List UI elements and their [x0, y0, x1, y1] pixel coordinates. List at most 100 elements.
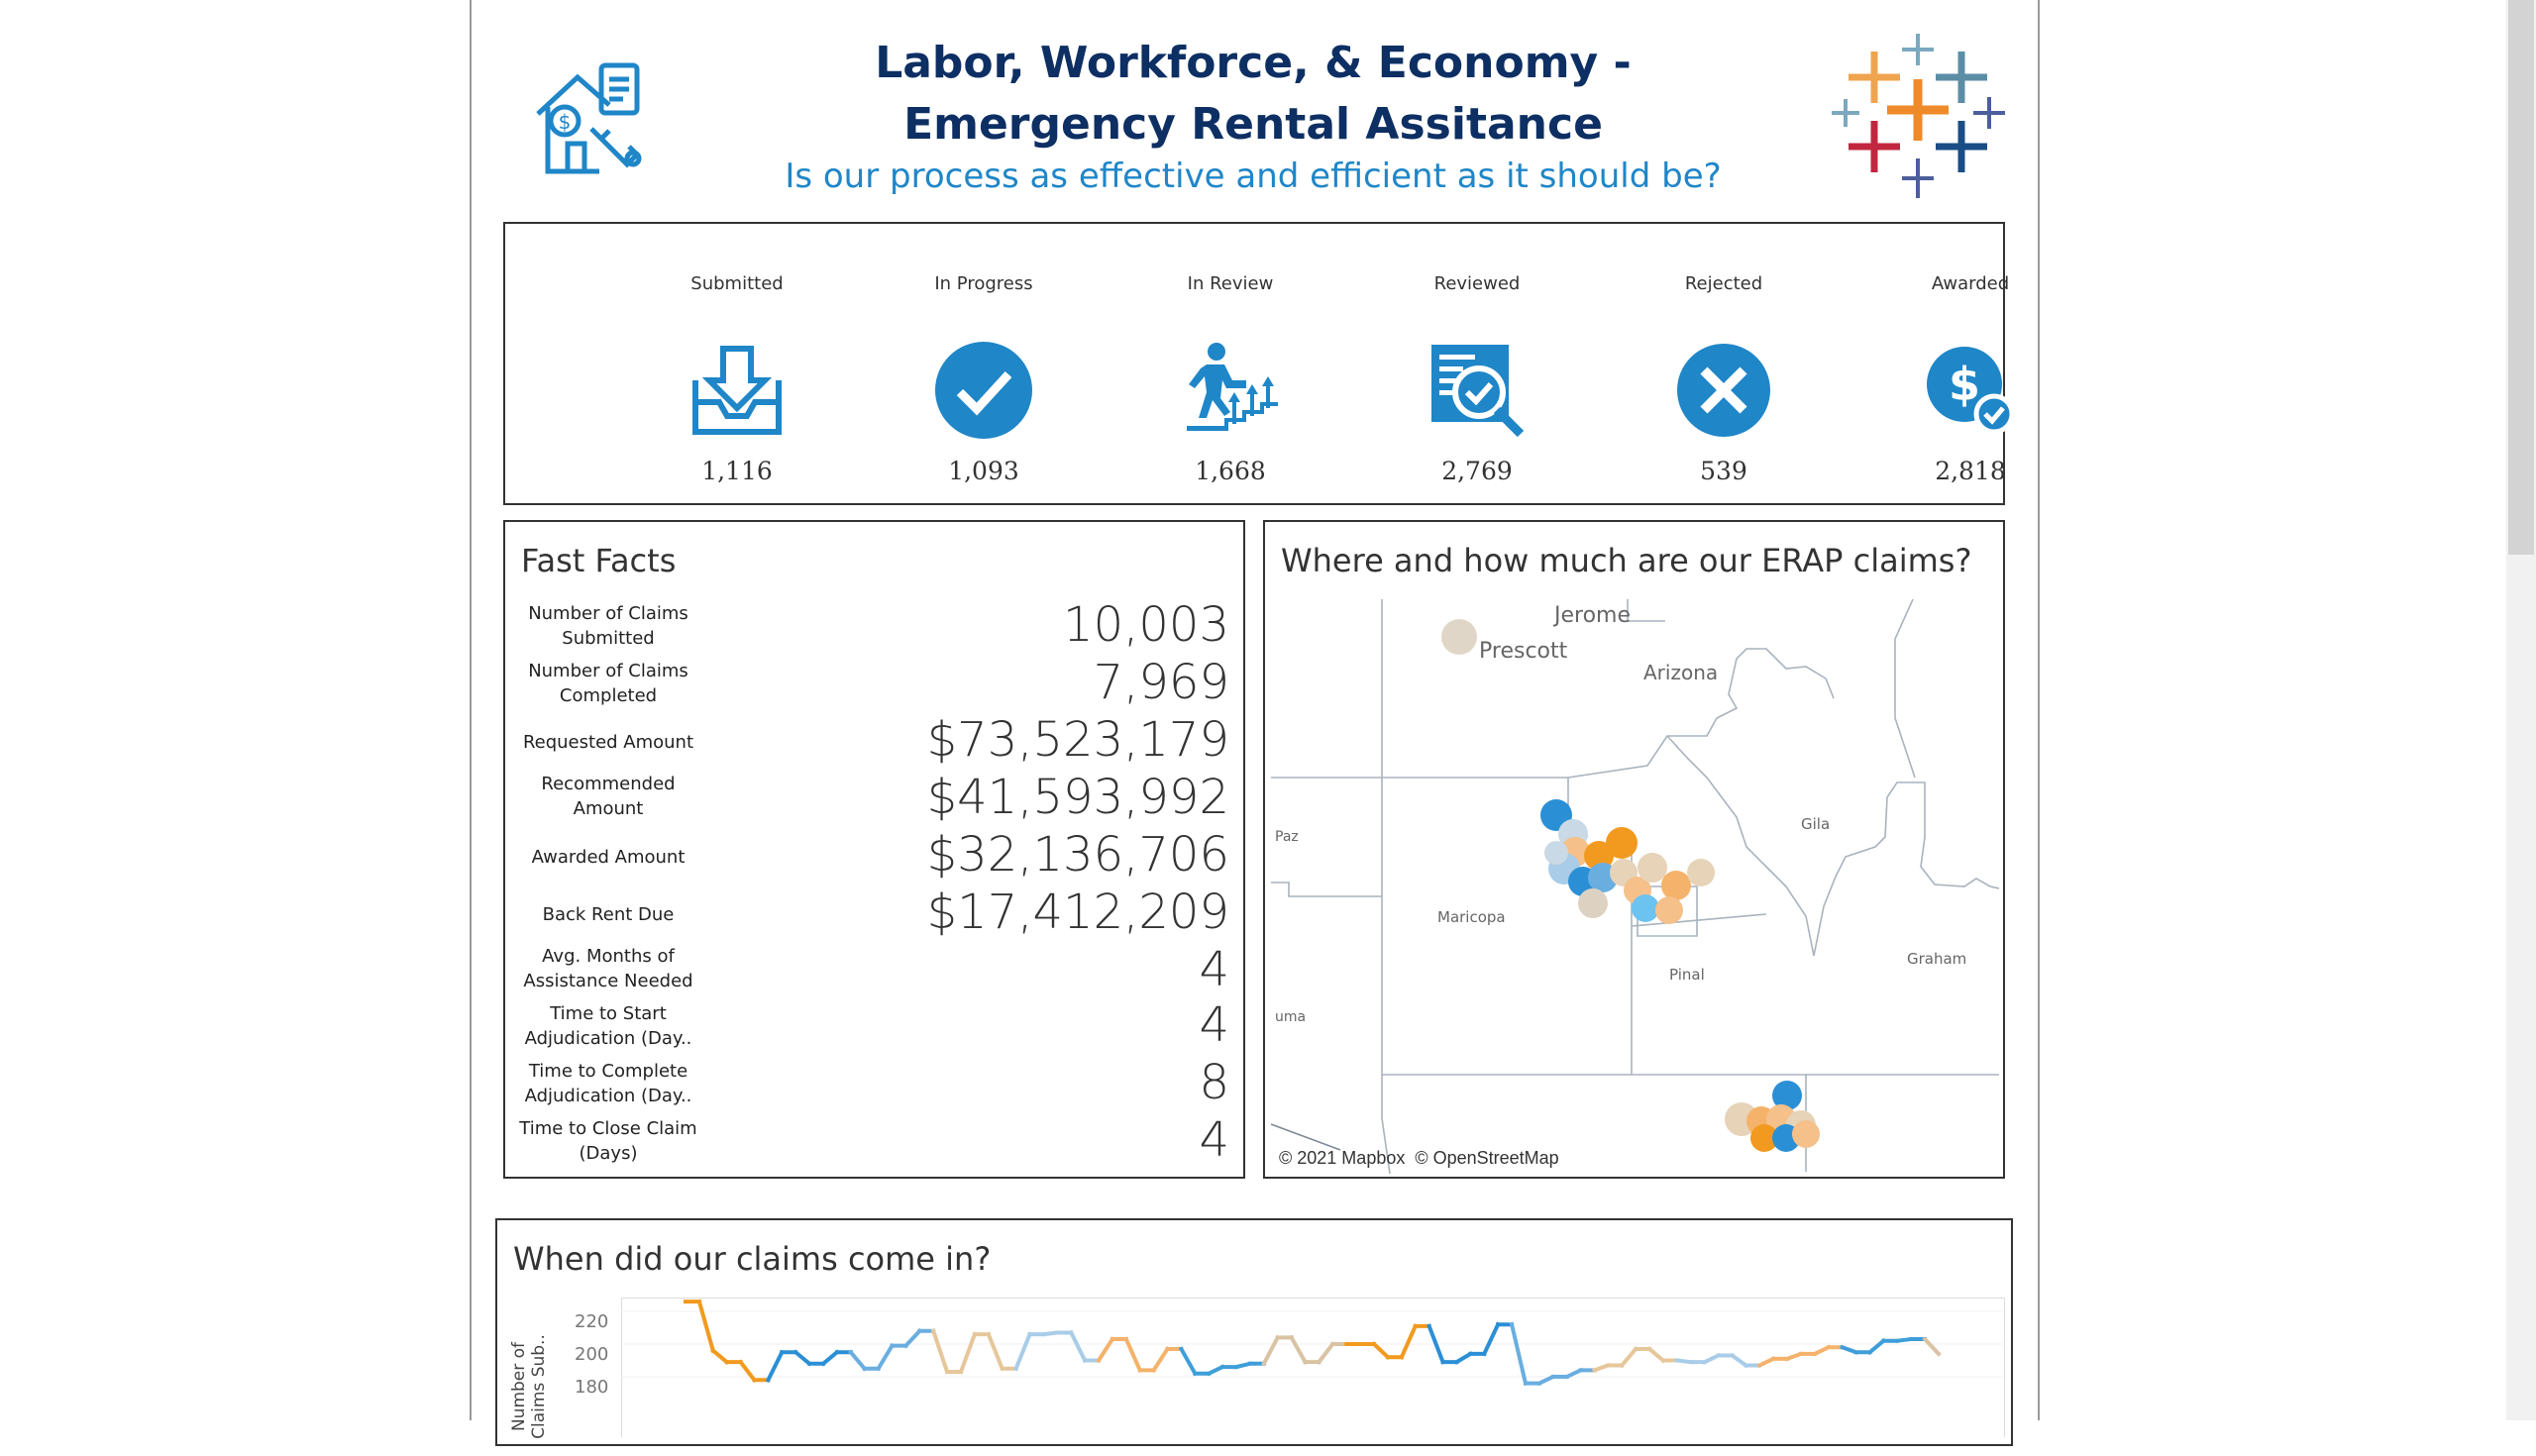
dashboard-right-border: [2038, 0, 2040, 1420]
timeline-segment: [1178, 1346, 1199, 1377]
tableau-logo-icon: [1831, 32, 2005, 202]
timeline-segment: [1702, 1352, 1722, 1365]
timeline-segment: [1866, 1337, 1887, 1356]
map-dot[interactable]: [1661, 871, 1691, 900]
inbox-download-icon: [687, 341, 787, 440]
timeline-segment: [1895, 1336, 1914, 1343]
timeline-segment: [1013, 1331, 1033, 1372]
map-dot[interactable]: [1655, 896, 1683, 924]
timeline-plot-frame: [621, 1298, 2005, 1437]
map-place-label: Arizona: [1643, 661, 1719, 684]
map-dot[interactable]: [1792, 1120, 1820, 1148]
timeline-title: When did our claims come in?: [513, 1240, 992, 1278]
map-dot[interactable]: [1544, 841, 1568, 865]
map-dot[interactable]: [1687, 859, 1715, 886]
stage-count: 1,116: [701, 457, 773, 485]
timeline-segment: [1426, 1323, 1446, 1365]
timeline-segment: [1619, 1346, 1638, 1369]
timeline-chart[interactable]: [621, 1298, 2003, 1436]
timeline-segment: [1453, 1351, 1474, 1365]
y-tick: 180: [575, 1377, 609, 1398]
check-circle-icon: [934, 341, 1033, 440]
fact-label: Requested Amount: [522, 732, 694, 753]
scrollbar-thumb[interactable]: [2508, 0, 2534, 555]
map-dot-jerome[interactable]: [1441, 619, 1477, 655]
map-dot[interactable]: [1632, 894, 1659, 922]
timeline-segment: [1784, 1351, 1804, 1362]
process-stages-panel: Submitted 1,116 In Progress 1,093 In Rev…: [503, 222, 2015, 505]
header-logo-icon: $: [530, 59, 649, 178]
map-place-label: Pinal: [1669, 966, 1705, 984]
timeline-segment: [792, 1349, 812, 1367]
timeline-segment: [1316, 1341, 1336, 1365]
timeline-panel: When did our claims come in? Number of C…: [495, 1218, 2013, 1446]
map-title: Where and how much are our ERAP claims?: [1281, 542, 1972, 579]
fact-value: $41,593,992: [926, 770, 1229, 825]
timeline-segment: [958, 1331, 978, 1375]
timeline-segment: [1591, 1362, 1611, 1373]
dollar-check-icon: $: [1921, 341, 2020, 440]
timeline-segment: [847, 1349, 868, 1372]
svg-text:$: $: [559, 110, 572, 134]
timeline-segment: [1756, 1356, 1776, 1369]
map-place-label: Jerome: [1554, 603, 1632, 628]
timeline-segment: [1233, 1361, 1253, 1370]
stage-label: Submitted: [690, 273, 784, 294]
timeline-segment: [1922, 1336, 1942, 1357]
stage-count: 539: [1700, 457, 1747, 485]
timeline-segment: [1041, 1330, 1060, 1337]
stage-count: 2,769: [1441, 457, 1513, 485]
map-canvas[interactable]: Jerome Prescott Arizona Gila Maricopa Pi…: [1271, 599, 1999, 1174]
svg-text:$: $: [1949, 358, 1980, 411]
timeline-segment: [820, 1349, 840, 1367]
stage-count: 1,668: [1195, 457, 1266, 485]
map-place-label: uma: [1275, 1009, 1307, 1025]
timeline-segment: [1536, 1374, 1556, 1387]
stage-label: Rejected: [1684, 273, 1763, 294]
timeline-segment: [986, 1331, 1005, 1372]
timeline-segment: [1399, 1323, 1419, 1360]
stage-label: Reviewed: [1433, 273, 1521, 294]
fact-value: $32,136,706: [926, 827, 1229, 883]
fast-facts-panel: Fast Facts Number of Claims Submitted 10…: [503, 520, 1245, 1179]
map-place-label: Paz: [1275, 829, 1299, 845]
stage-label: In Review: [1187, 273, 1274, 294]
fact-value: 4: [1199, 942, 1229, 997]
map-place-label: Prescott: [1479, 639, 1568, 664]
timeline-segment: [1123, 1336, 1143, 1374]
fact-value: 4: [1199, 997, 1229, 1053]
fact-label: Awarded Amount: [531, 847, 686, 868]
fact-value: $17,412,209: [926, 884, 1229, 940]
document-magnifier-icon: [1427, 341, 1527, 440]
timeline-segment: [1564, 1367, 1584, 1380]
timeline-segment: [902, 1327, 923, 1349]
fact-value: $73,523,179: [926, 712, 1229, 768]
timeline-y-axis-label: Number of Claims Sub..: [509, 1334, 549, 1439]
timeline-segment: [930, 1328, 950, 1375]
timeline-segment: [1261, 1334, 1281, 1367]
timeline-segment: [1206, 1364, 1225, 1377]
timeline-segment: [1674, 1358, 1694, 1365]
fact-label: Avg. Months of Assistance Needed: [523, 946, 693, 991]
timeline-segment: [1840, 1344, 1859, 1355]
fact-value: 7,969: [1093, 655, 1229, 710]
fact-label: Back Rent Due: [542, 904, 675, 925]
timeline-segment: [1646, 1346, 1666, 1364]
fact-label: Time to Start Adjudication (Day..: [524, 1003, 692, 1049]
fact-label: Number of Claims Completed: [528, 661, 688, 706]
fact-value: 10,003: [1063, 597, 1229, 653]
fact-label: Time to Close Claim (Days): [519, 1118, 697, 1164]
y-tick: 200: [575, 1344, 609, 1365]
timeline-segment: [765, 1349, 785, 1383]
fact-value: 8: [1199, 1055, 1229, 1110]
stage-label: Awarded: [1931, 273, 2010, 294]
timeline-segment: [1481, 1321, 1501, 1357]
timeline-segment: [1068, 1329, 1088, 1364]
stage-count: 2,818: [1935, 457, 2006, 485]
fact-label: Recommended Amount: [541, 774, 676, 819]
map-place-label: Gila: [1801, 815, 1831, 833]
fast-facts-title: Fast Facts: [521, 542, 677, 579]
stage-count: 1,093: [948, 457, 1019, 485]
map-dot[interactable]: [1578, 888, 1608, 918]
claims-map-panel: Where and how much are our ERAP claims? …: [1263, 520, 2005, 1179]
